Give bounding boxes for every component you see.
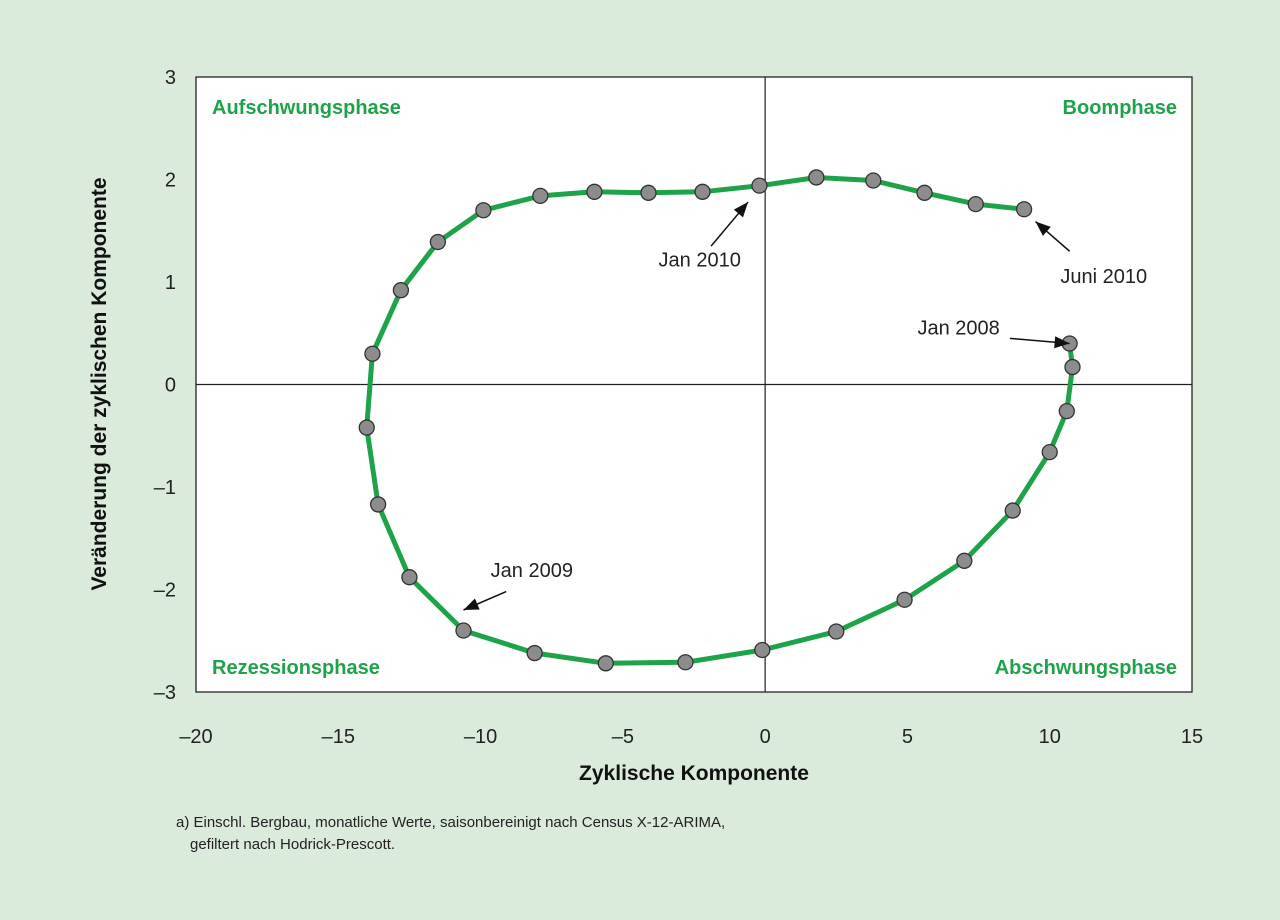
data-point <box>1041 443 1058 461</box>
data-point <box>754 641 771 659</box>
footnote-line-1: a) Einschl. Bergbau, monatliche Werte, s… <box>176 814 726 831</box>
quadrant-label-bottom-right: Abschwungsphase <box>995 657 1177 679</box>
annotation-arrow-head <box>463 598 480 610</box>
data-point <box>677 654 694 671</box>
data-point <box>358 419 375 436</box>
data-point <box>1015 201 1033 218</box>
x-tick-label: –15 <box>322 726 355 748</box>
data-point <box>808 169 825 186</box>
data-point <box>526 644 543 662</box>
data-point <box>429 233 447 251</box>
data-point <box>392 282 410 299</box>
data-point <box>896 591 913 608</box>
annotation-label: Jan 2010 <box>659 250 741 272</box>
data-point <box>532 187 549 205</box>
y-tick-label: 3 <box>165 67 176 89</box>
x-tick-label: –20 <box>179 726 212 748</box>
y-tick-label: –2 <box>154 580 176 602</box>
x-tick-label: 10 <box>1039 726 1061 748</box>
data-point <box>1058 402 1075 420</box>
data-point <box>956 552 973 569</box>
series-line <box>364 175 1075 666</box>
data-point <box>916 184 933 201</box>
quadrant-label-top-right: Boomphase <box>1063 97 1177 119</box>
data-point <box>401 569 418 586</box>
y-tick-label: 2 <box>165 170 176 192</box>
data-point <box>751 177 768 194</box>
annotation-arrow-head <box>1035 221 1051 236</box>
data-point <box>586 183 603 200</box>
annotation-arrow-head <box>733 202 749 218</box>
data-point <box>828 623 845 640</box>
quadrant-label-top-left: Aufschwungsphase <box>212 97 401 119</box>
quadrant-label-bottom-left: Rezessionsphase <box>212 657 380 679</box>
x-tick-label: 5 <box>902 726 913 748</box>
y-tick-label: –3 <box>154 682 176 704</box>
x-tick-label: 0 <box>760 726 771 748</box>
annotation-label: Jan 2008 <box>918 317 1000 339</box>
y-axis-title: Veränderung der zyklischen Komponente <box>88 177 111 590</box>
y-tick-label: 1 <box>165 272 176 294</box>
data-point <box>967 195 984 213</box>
x-tick-label: –5 <box>612 726 634 748</box>
data-point <box>640 184 657 201</box>
x-tick-label: –10 <box>464 726 497 748</box>
chart-area: –20 –15 –10 –5 0 5 10 15 3 2 1 0 –1 –2 –3 Jan 2008 Jan … <box>88 67 1203 785</box>
data-point <box>369 496 387 513</box>
data-point <box>455 622 472 639</box>
annotation-label: Juni 2010 <box>1060 266 1147 288</box>
y-tick-label: –1 <box>154 477 176 499</box>
annotation-arrow-head <box>1054 336 1070 349</box>
x-axis-title: Zyklische Komponente <box>579 762 809 785</box>
data-point <box>475 202 492 219</box>
data-point <box>364 345 381 362</box>
y-tick-label: 0 <box>165 375 176 397</box>
plot-frame <box>195 76 1193 693</box>
annotation-label: Jan 2009 <box>491 560 573 582</box>
data-point <box>1004 502 1021 519</box>
data-point <box>694 183 711 200</box>
footnote: a) Einschl. Bergbau, monatliche Werte, s… <box>176 812 1076 856</box>
data-point <box>597 655 614 672</box>
data-point <box>1064 358 1081 376</box>
data-point <box>865 172 882 189</box>
footnote-line-2: gefiltert nach Hodrick-Prescott. <box>190 836 396 853</box>
x-tick-label: 15 <box>1181 726 1203 748</box>
